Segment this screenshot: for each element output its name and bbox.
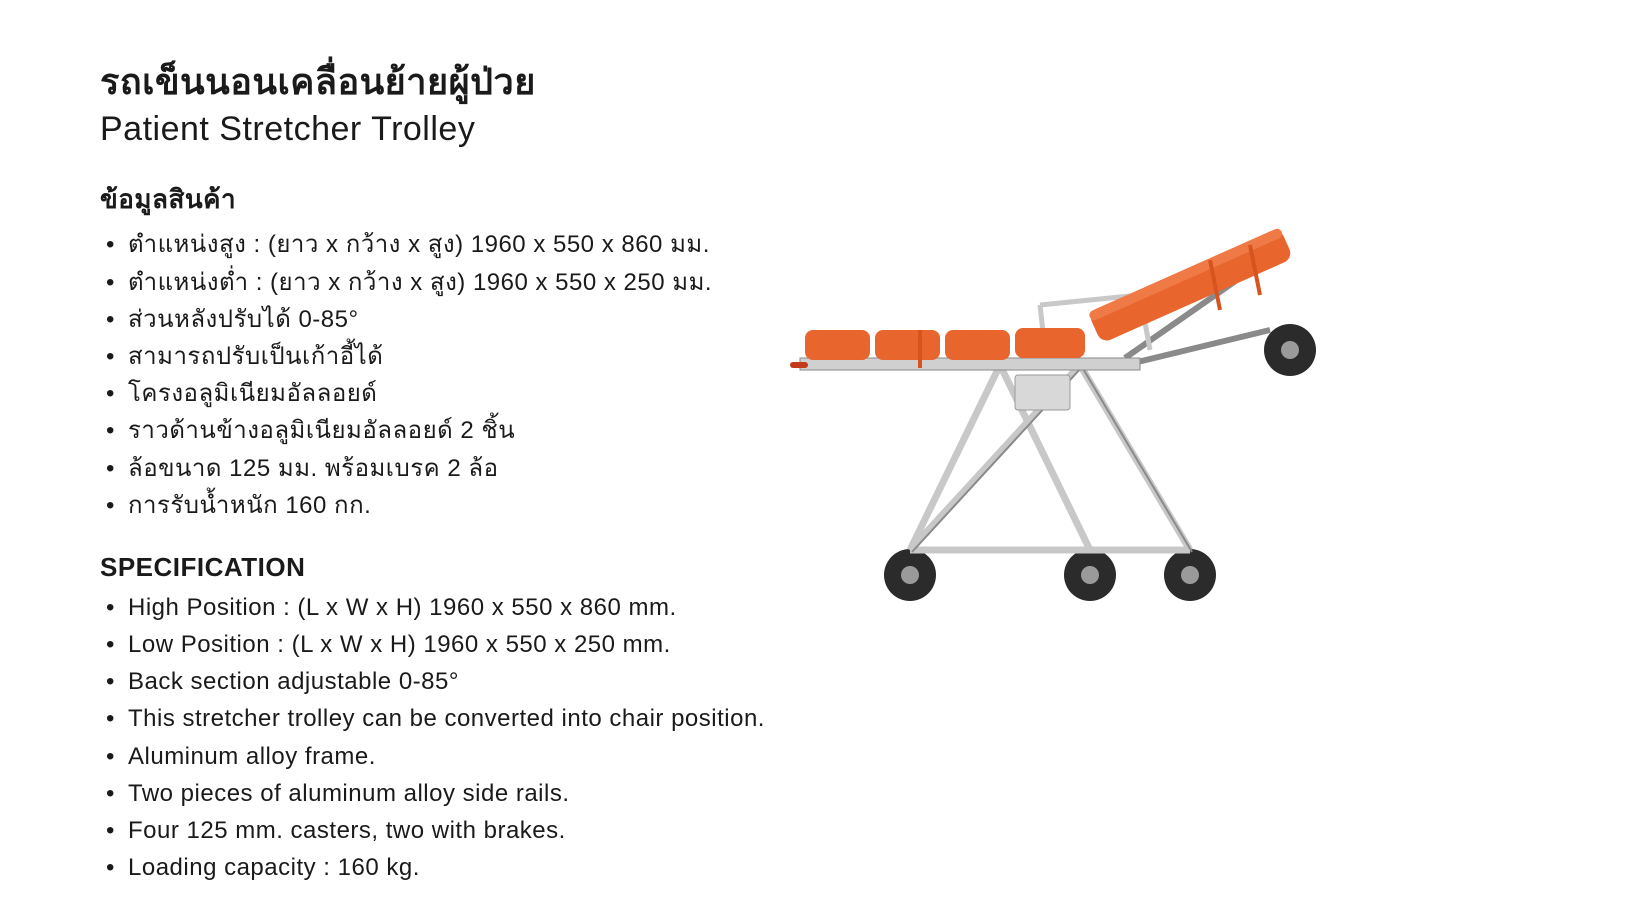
list-item: ส่วนหลังปรับได้ 0-85° [106, 301, 860, 338]
product-image [780, 190, 1340, 610]
wheel-icon [1064, 549, 1116, 601]
list-item: Loading capacity : 160 kg. [106, 849, 860, 886]
list-item: ตำแหน่งสูง : (ยาว x กว้าง x สูง) 1960 x … [106, 226, 860, 263]
spec-list-english: High Position : (L x W x H) 1960 x 550 x… [100, 589, 860, 887]
section-heading-thai: ข้อมูลสินค้า [100, 179, 860, 220]
list-item: สามารถปรับเป็นเก้าอี้ได้ [106, 338, 860, 375]
list-item: High Position : (L x W x H) 1960 x 550 x… [106, 589, 860, 626]
list-item: ราวด้านข้างอลูมิเนียมอัลลอยด์ 2 ชิ้น [106, 412, 860, 449]
handle [790, 362, 808, 368]
section-heading-english: SPECIFICATION [100, 552, 860, 583]
spec-list-thai: ตำแหน่งสูง : (ยาว x กว้าง x สูง) 1960 x … [100, 226, 860, 524]
title-thai: รถเข็นนอนเคลื่อนย้ายผู้ป่วย [100, 60, 860, 103]
list-item: ล้อขนาด 125 มม. พร้อมเบรค 2 ล้อ [106, 450, 860, 487]
list-item: การรับน้ำหนัก 160 กก. [106, 487, 860, 524]
list-item: โครงอลูมิเนียมอัลลอยด์ [106, 375, 860, 412]
mattress-back [1088, 227, 1294, 343]
wheel-icon [1264, 324, 1316, 376]
list-item: Four 125 mm. casters, two with brakes. [106, 812, 860, 849]
list-item: Back section adjustable 0-85° [106, 663, 860, 700]
list-item: ตำแหน่งต่ำ : (ยาว x กว้าง x สูง) 1960 x … [106, 264, 860, 301]
center-plate [1015, 375, 1070, 410]
wheel-icon [884, 549, 936, 601]
list-item: Two pieces of aluminum alloy side rails. [106, 775, 860, 812]
mattress-cushions [805, 328, 1085, 360]
list-item: This stretcher trolley can be converted … [106, 700, 860, 737]
list-item: Aluminum alloy frame. [106, 738, 860, 775]
wheel-icon [1164, 549, 1216, 601]
title-english: Patient Stretcher Trolley [100, 107, 860, 151]
list-item: Low Position : (L x W x H) 1960 x 550 x … [106, 626, 860, 663]
